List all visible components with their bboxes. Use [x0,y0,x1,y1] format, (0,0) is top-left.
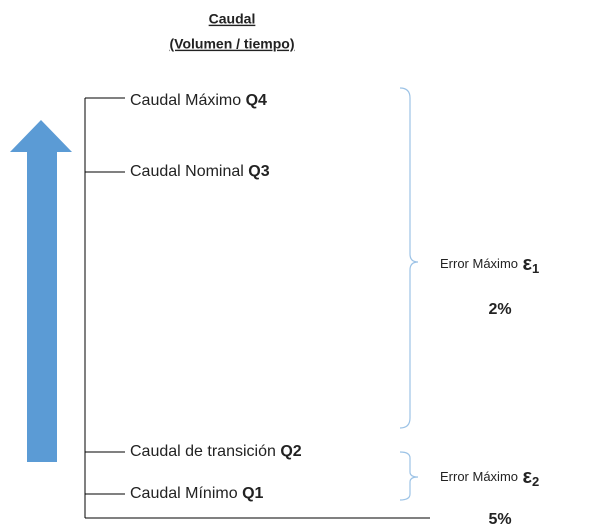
text-part: Caudal Nominal [130,163,244,180]
text-part: ε [522,466,532,488]
level-label: Caudal de transición Q2 [130,443,302,460]
level-label: Caudal Mínimo Q1 [130,485,264,502]
text-part: Caudal de transición [130,443,276,460]
error-value: 2% [488,301,511,318]
arrow [10,120,72,462]
text-part: 2 [532,474,539,489]
error-value: 5% [488,511,511,528]
text-part: Q3 [248,163,269,180]
brace [399,451,419,501]
text-part: Q1 [242,485,263,502]
error-label: Error Máximo ε2 [440,466,539,489]
text-part: Q2 [280,443,301,460]
text-part: ε [522,253,532,275]
error-label: Error Máximo ε1 [440,253,539,276]
text-part: Error Máximo [440,256,518,271]
text-part: Caudal Mínimo [130,485,238,502]
level-label: Caudal Nominal Q3 [130,163,270,180]
brace [399,87,419,429]
axis [84,97,430,519]
text-part: Q4 [246,92,267,109]
level-label: Caudal Máximo Q4 [130,92,267,109]
title: Caudal [209,11,256,27]
text-part: 1 [532,261,539,276]
subtitle: (Volumen / tiempo) [170,36,295,52]
text-part: Caudal Máximo [130,92,241,109]
text-part: Error Máximo [440,469,518,484]
